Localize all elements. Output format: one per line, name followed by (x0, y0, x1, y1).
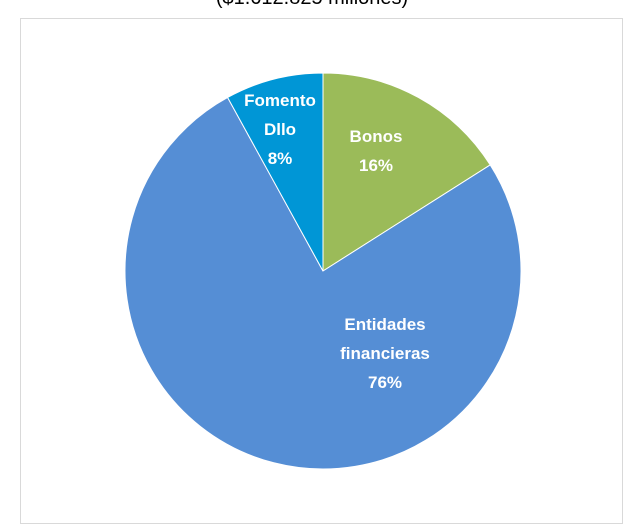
pie-label-line: Fomento (244, 91, 316, 110)
pie-labels: Bonos 16% Entidades financieras 76% Fomento Dl… (244, 91, 430, 392)
chart-title: ($1.612.825 millones) (0, 0, 624, 10)
pie-label-line: Bonos (350, 127, 403, 146)
pie-label-line: 76% (368, 373, 402, 392)
pie-label-line: 16% (359, 156, 393, 175)
pie-label-1: Entidades financieras 76% (340, 315, 430, 392)
pie-slices (124, 72, 522, 470)
pie-slice-1 (124, 96, 522, 470)
pie-label-line: 8% (268, 149, 293, 168)
pie-label-line: Dllo (264, 120, 296, 139)
pie-label-line: financieras (340, 344, 430, 363)
pie-label-2: Fomento Dllo 8% (244, 91, 316, 168)
pie-label-line: Entidades (344, 315, 425, 334)
pie-slice-2 (226, 72, 324, 272)
pie-slice-0 (322, 72, 491, 272)
pie-label-0: Bonos 16% (350, 127, 403, 175)
